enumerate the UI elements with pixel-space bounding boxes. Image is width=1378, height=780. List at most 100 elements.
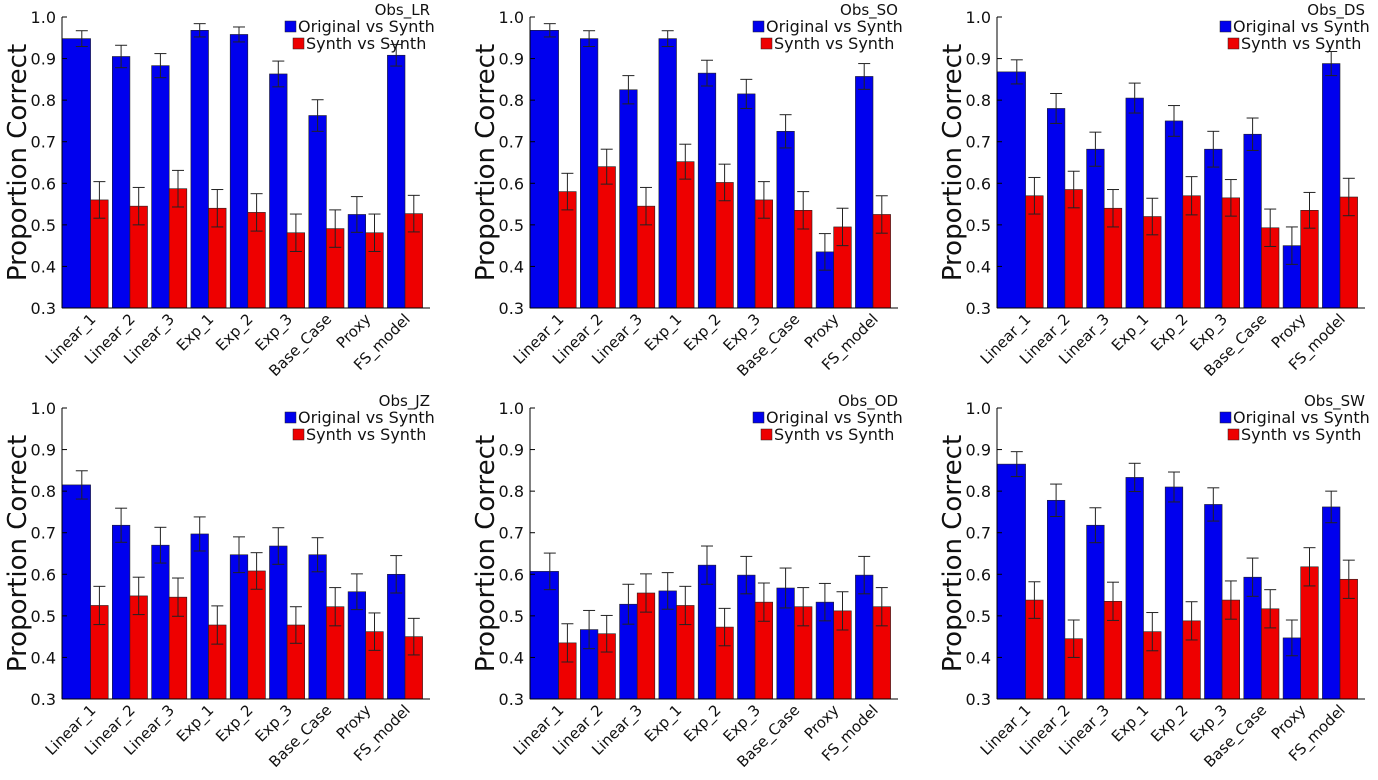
x-tick-label: Exp_2: [680, 310, 725, 355]
legend-swatch: [284, 20, 297, 33]
error-bar: [1224, 179, 1237, 217]
error-bar: [407, 194, 420, 233]
y-tick-label: 0.9: [31, 50, 56, 69]
legend-label: Original vs Synth: [1233, 17, 1370, 36]
y-tick-label: 0.3: [966, 299, 991, 318]
error-bar: [233, 536, 245, 574]
error-bar: [836, 207, 849, 247]
error-bar: [1342, 177, 1355, 217]
y-tick-label: 0.8: [966, 91, 991, 110]
x-tick-label: Exp_2: [1147, 701, 1192, 746]
y-tick-label: 0.5: [31, 216, 56, 235]
error-bar: [115, 44, 128, 69]
y-tick-label: 0.6: [966, 565, 991, 584]
y-tick-label: 0.9: [966, 441, 991, 460]
error-bar: [583, 30, 596, 48]
error-bar: [1325, 490, 1338, 524]
bar-Linear_1-original: [529, 571, 559, 700]
bar-Linear_1-original: [996, 463, 1026, 700]
bar-Exp_3-original: [1204, 148, 1223, 309]
y-tick-label: 0.5: [499, 607, 524, 626]
error-bar: [329, 209, 342, 248]
error-bar: [1089, 131, 1102, 167]
legend-swatch: [1219, 411, 1232, 424]
error-bar: [75, 30, 88, 48]
error-bar: [583, 609, 596, 650]
x-tick-label: Exp_2: [212, 310, 257, 355]
error-bar: [193, 516, 206, 552]
error-bar: [1342, 559, 1355, 599]
error-bar: [836, 591, 849, 631]
error-bar: [1128, 82, 1141, 114]
bar-Linear_1-original: [996, 71, 1026, 309]
bar-Proxy-synth: [1300, 566, 1319, 700]
bar-Exp_2-original: [697, 564, 717, 700]
error-bar: [1050, 92, 1063, 124]
legend-label: Synth vs Synth: [1241, 425, 1361, 444]
error-bar: [757, 582, 770, 622]
bar-Linear_3-original: [151, 544, 170, 700]
y-tick-label: 0.8: [499, 482, 524, 501]
bar-Exp_1-synth: [676, 161, 695, 309]
subplot-Obs_SW: 0.30.40.50.60.70.80.91.0Linear_1Linear_2…: [938, 392, 1370, 772]
error-bar: [407, 617, 420, 656]
x-tick-label: Exp_1: [173, 310, 218, 355]
error-bar: [1010, 451, 1023, 478]
legend-label: Synth vs Synth: [1241, 34, 1361, 53]
y-tick-label: 0.4: [966, 648, 991, 667]
subplot-title: Obs_JZ: [379, 392, 430, 411]
subplot-title: Obs_SW: [1304, 392, 1365, 411]
error-bar: [797, 191, 810, 230]
error-bar: [1067, 619, 1080, 658]
y-tick-label: 0.9: [31, 441, 56, 460]
error-bar: [1168, 471, 1180, 503]
legend-swatch: [752, 411, 765, 424]
error-bar: [132, 186, 145, 226]
error-bar: [350, 196, 363, 233]
error-bar: [622, 583, 635, 625]
error-bar: [543, 552, 556, 591]
subplot-title: Obs_SO: [840, 1, 898, 20]
y-axis-label: Proportion Correct: [471, 435, 501, 672]
y-tick-label: 0.8: [31, 482, 56, 501]
error-bar: [661, 572, 674, 610]
subplot-Obs_SO: 0.30.40.50.60.70.80.91.0Linear_1Linear_2…: [471, 1, 903, 381]
bar-Exp_3-original: [269, 73, 288, 309]
legend-swatch: [760, 428, 773, 441]
error-bar: [740, 555, 753, 595]
y-tick-label: 0.6: [966, 174, 991, 193]
error-bar: [779, 114, 792, 149]
error-bar: [600, 614, 613, 653]
error-bar: [543, 23, 556, 38]
bar-Linear_2-synth: [597, 166, 616, 309]
error-bar: [1185, 176, 1198, 216]
y-tick-label: 1.0: [499, 399, 524, 418]
error-bar: [311, 537, 324, 573]
legend-swatch: [752, 20, 765, 33]
subplot-title: Obs_DS: [1307, 1, 1365, 20]
bar-Exp_2-synth: [247, 570, 266, 700]
error-bar: [132, 576, 145, 616]
subplot-title: Obs_OD: [838, 392, 898, 411]
y-tick-label: 0.4: [499, 648, 524, 667]
legend-label: Original vs Synth: [766, 408, 903, 427]
bar-Exp_3-original: [1204, 504, 1223, 700]
subplot-Obs_JZ: 0.30.40.50.60.70.80.91.0Linear_1Linear_2…: [3, 392, 435, 772]
error-bar: [368, 612, 381, 651]
legend-label: Synth vs Synth: [306, 425, 426, 444]
bar-Exp_1-original: [658, 38, 677, 309]
error-bar: [600, 148, 613, 185]
error-bar: [1246, 117, 1259, 151]
bar-Linear_3-original: [619, 89, 638, 309]
error-bar: [1067, 170, 1080, 209]
error-bar: [1028, 581, 1041, 619]
error-bar: [1207, 487, 1220, 522]
bar-Exp_1-original: [1125, 97, 1144, 309]
bar-Linear_2-original: [112, 56, 131, 309]
error-bar: [272, 527, 285, 565]
bar-Linear_2-original: [579, 38, 599, 309]
bar-Linear_2-original: [112, 524, 131, 700]
error-bar: [289, 213, 302, 252]
error-bar: [1246, 557, 1259, 597]
